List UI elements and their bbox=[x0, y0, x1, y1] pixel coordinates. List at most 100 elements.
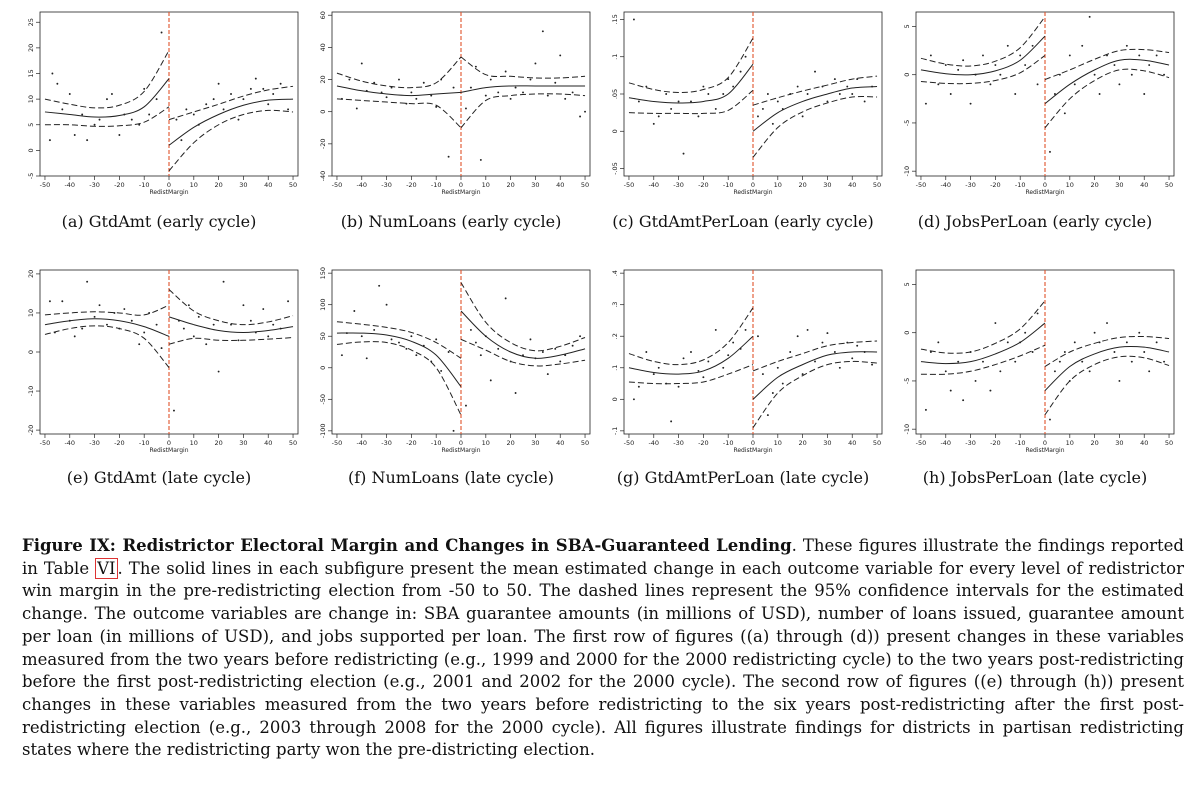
data-point bbox=[143, 87, 146, 90]
data-point bbox=[702, 85, 705, 88]
data-point bbox=[180, 139, 183, 142]
data-point bbox=[123, 308, 126, 310]
data-point bbox=[385, 96, 388, 99]
data-point bbox=[657, 366, 660, 369]
data-point bbox=[871, 363, 874, 366]
data-point bbox=[929, 351, 932, 353]
x-tick-label: 30 bbox=[239, 181, 247, 189]
data-point bbox=[969, 102, 972, 105]
chart-d: -10-505-50 -40 -30 -20 -10 0 10 20 30 40 50RedistM… bbox=[903, 11, 1175, 196]
x-tick-label: 0 bbox=[1043, 439, 1047, 447]
x-tick-label: 40 bbox=[848, 439, 856, 447]
data-point bbox=[559, 360, 562, 363]
y-tick-label: -5 bbox=[903, 378, 911, 384]
data-point bbox=[1053, 93, 1056, 95]
data-point bbox=[205, 103, 208, 106]
x-tick-label: 20 bbox=[214, 181, 222, 189]
x-axis-label: RedistMargin bbox=[149, 189, 188, 196]
x-tick-label: -50 bbox=[40, 181, 51, 189]
data-point bbox=[1113, 64, 1116, 67]
data-point bbox=[846, 85, 849, 88]
data-point bbox=[1006, 44, 1009, 47]
x-tick-label: -30 bbox=[673, 181, 684, 189]
data-point bbox=[474, 65, 477, 68]
data-point bbox=[262, 308, 265, 310]
data-point bbox=[1093, 73, 1096, 76]
data-point bbox=[1049, 150, 1051, 153]
data-point bbox=[249, 87, 252, 90]
x-tick-label: -20 bbox=[990, 181, 1001, 189]
data-point bbox=[410, 91, 413, 94]
x-tick-label: -30 bbox=[965, 181, 976, 189]
data-point bbox=[1148, 370, 1151, 373]
ci-upper-left bbox=[44, 50, 170, 109]
x-tick-label: -50 bbox=[916, 439, 927, 447]
x-tick-label: -40 bbox=[356, 439, 367, 447]
x-tick-label: 50 bbox=[581, 439, 589, 447]
data-point bbox=[645, 85, 648, 88]
x-tick-label: -50 bbox=[916, 181, 927, 189]
data-point bbox=[944, 370, 947, 373]
y-tick-label: -.1 bbox=[611, 427, 619, 436]
data-point bbox=[479, 354, 482, 357]
chart-e: -20 -10 0 10 20 -50 -40 -30 -20 -10 0 10 20 30 40 50 Red… bbox=[27, 269, 299, 454]
data-point bbox=[982, 54, 984, 57]
data-point bbox=[645, 351, 648, 353]
x-tick-label: 50 bbox=[1165, 439, 1173, 447]
data-point bbox=[982, 360, 984, 363]
x-tick-label: 30 bbox=[239, 439, 247, 447]
data-point bbox=[534, 62, 537, 65]
data-point bbox=[1006, 341, 1009, 344]
y-tick-label: 20 bbox=[27, 270, 35, 278]
data-point bbox=[86, 280, 89, 283]
y-tick-label: 0 bbox=[319, 366, 327, 370]
data-point bbox=[474, 341, 477, 344]
data-point bbox=[405, 347, 408, 350]
x-tick-label: -50 bbox=[624, 181, 635, 189]
data-point bbox=[86, 139, 89, 142]
table-reference-link[interactable]: VI bbox=[95, 557, 118, 579]
data-point bbox=[1024, 331, 1027, 334]
y-tick-label: 0 bbox=[611, 397, 619, 401]
data-point bbox=[148, 113, 151, 116]
data-point bbox=[1019, 54, 1022, 57]
data-point bbox=[652, 373, 655, 376]
y-tick-label: -40 bbox=[319, 171, 327, 182]
caption-b: (b) NumLoans (early cycle) bbox=[340, 212, 562, 231]
x-tick-label: -20 bbox=[114, 181, 125, 189]
data-point bbox=[272, 323, 275, 326]
data-point bbox=[690, 100, 692, 103]
x-tick-label: 30 bbox=[1115, 181, 1123, 189]
x-tick-label: -10 bbox=[431, 181, 442, 189]
x-tick-label: -40 bbox=[648, 181, 659, 189]
data-point bbox=[806, 328, 809, 331]
data-point bbox=[584, 110, 586, 113]
data-point bbox=[360, 335, 363, 338]
x-tick-label: -20 bbox=[114, 439, 125, 447]
data-point bbox=[1118, 83, 1121, 86]
x-tick-label: 50 bbox=[289, 181, 297, 189]
x-tick-label: 40 bbox=[1140, 439, 1148, 447]
data-point bbox=[1053, 370, 1056, 373]
y-tick-label: 20 bbox=[27, 44, 35, 52]
data-point bbox=[514, 86, 517, 89]
data-point bbox=[222, 280, 225, 283]
y-tick-label: -10 bbox=[27, 386, 35, 397]
data-point bbox=[949, 389, 952, 392]
panel-g: -.1 0 .1 .2 .3 .4 -50 -40 -30 -20 -10 0 10 20 30 40 50 Re… bbox=[598, 262, 888, 502]
x-tick-label: 20 bbox=[798, 439, 806, 447]
x-tick-label: -50 bbox=[40, 439, 51, 447]
ci-lower-left bbox=[920, 55, 1046, 85]
y-tick-label: 0 bbox=[611, 129, 619, 133]
data-point bbox=[707, 360, 710, 363]
x-tick-label: 20 bbox=[1090, 181, 1098, 189]
y-tick-label: 15 bbox=[27, 69, 35, 77]
x-tick-label: 10 bbox=[774, 439, 782, 447]
data-point bbox=[796, 335, 799, 338]
data-point bbox=[160, 31, 163, 34]
x-tick-label: 20 bbox=[1090, 439, 1098, 447]
data-point bbox=[73, 335, 76, 338]
panel-e: -20 -10 0 10 20 -50 -40 -30 -20 -10 0 10 20 30 40 50 Red… bbox=[14, 262, 304, 502]
fit-line-left bbox=[920, 322, 1046, 365]
data-point bbox=[771, 122, 774, 125]
